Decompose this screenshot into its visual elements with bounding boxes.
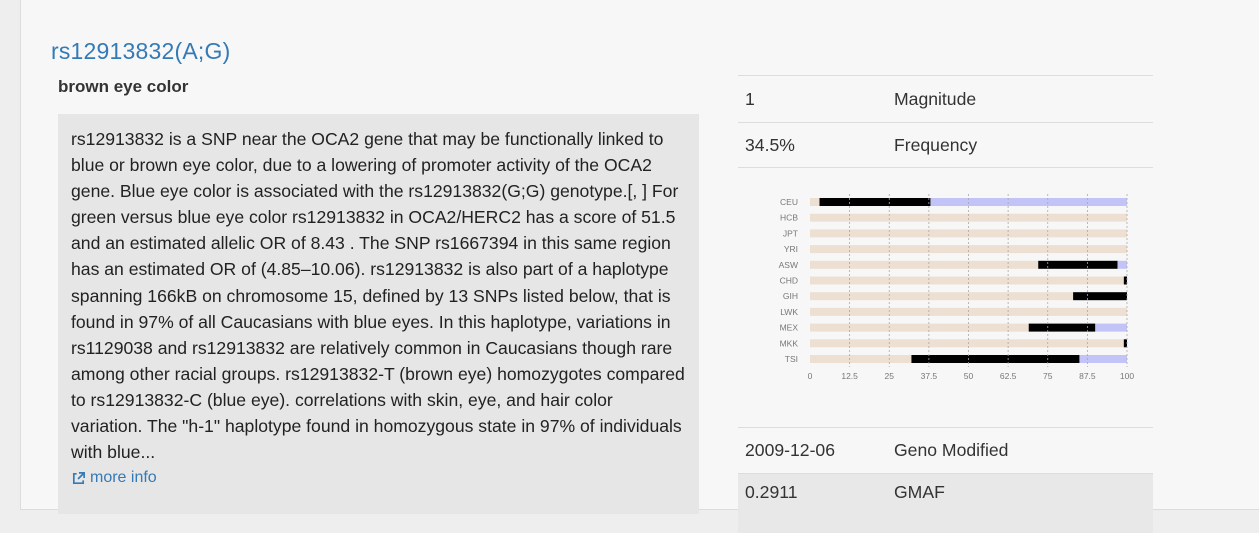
category-label-tsi: TSI — [785, 354, 798, 364]
gmaf-row: 0.2911 GMAF — [738, 473, 1153, 533]
bar-yri-segment-0 — [810, 245, 1127, 254]
magnitude-row: 1 Magnitude — [738, 75, 1153, 122]
bar-asw-segment-0 — [810, 260, 1039, 269]
more-info-link[interactable]: more info — [71, 465, 157, 491]
bar-tsi-segment-2 — [1079, 355, 1127, 363]
bar-ceu-segment-1 — [819, 198, 931, 206]
gmaf-value: 0.2911 — [745, 482, 798, 502]
tick-label-5: 62.5 — [1000, 371, 1017, 381]
bar-ceu-segment-2 — [930, 198, 1127, 206]
bar-mex-segment-0 — [810, 323, 1029, 332]
frequency-value: 34.5% — [745, 134, 795, 155]
tick-label-3: 37.5 — [921, 371, 938, 381]
frequency-label: Frequency — [894, 134, 978, 155]
bar-gih-segment-1 — [1073, 292, 1127, 301]
tick-label-2: 25 — [885, 371, 895, 381]
category-label-mkk: MKK — [780, 338, 799, 348]
category-label-chd: CHD — [780, 276, 798, 286]
summary-box: rs12913832 is a SNP near the OCA2 gene t… — [58, 114, 699, 514]
category-label-yri: YRI — [784, 244, 798, 254]
category-label-hcb: HCB — [780, 213, 798, 223]
bar-tsi-segment-1 — [911, 355, 1080, 363]
summary-text: rs12913832 is a SNP near the OCA2 gene t… — [71, 129, 685, 463]
geno-modified-row: 2009-12-06 Geno Modified — [738, 427, 1153, 473]
tick-label-6: 75 — [1043, 371, 1053, 381]
geno-modified-value: 2009-12-06 — [745, 440, 835, 460]
bar-chd-segment-0 — [810, 276, 1124, 285]
bar-mkk-segment-1 — [1123, 339, 1127, 348]
external-link-icon — [72, 471, 85, 484]
magnitude-value: 1 — [745, 88, 755, 109]
category-label-ceu: CEU — [780, 197, 798, 207]
frequency-row: 34.5% Frequency — [738, 122, 1153, 168]
bar-mex-segment-1 — [1028, 323, 1096, 332]
bar-mkk-segment-0 — [810, 339, 1124, 348]
bar-gih-segment-0 — [810, 292, 1074, 301]
bar-asw-segment-1 — [1038, 260, 1118, 269]
geno-modified-label: Geno Modified — [894, 440, 1009, 460]
category-label-lwk: LWK — [780, 307, 798, 317]
snp-panel: rs12913832(A;G) brown eye color rs129138… — [20, 0, 1259, 533]
gmaf-label: GMAF — [894, 482, 945, 502]
magnitude-label: Magnitude — [894, 88, 977, 109]
bar-chd-segment-1 — [1123, 276, 1127, 285]
tick-label-8: 100 — [1120, 371, 1134, 381]
bar-tsi-segment-0 — [810, 355, 912, 363]
tick-label-1: 12.5 — [841, 371, 858, 381]
bar-asw-segment-2 — [1117, 260, 1127, 269]
tick-label-4: 50 — [964, 371, 974, 381]
population-chart: CEU HCB JPT YRI ASW CHD GIH LWK MEX MKK TSI 0 12.5 25… — [738, 168, 1153, 427]
tick-label-7: 87.5 — [1079, 371, 1096, 381]
category-label-jpt: JPT — [783, 228, 798, 238]
more-info-label: more info — [90, 469, 157, 487]
bar-jpt-segment-0 — [810, 229, 1127, 238]
population-chart-svg: CEU HCB JPT YRI ASW CHD GIH LWK MEX MKK TSI 0 12.5 25… — [779, 194, 1134, 381]
tick-label-0: 0 — [808, 371, 813, 381]
page-subtitle: brown eye color — [58, 77, 189, 96]
bar-hcb-segment-0 — [810, 213, 1127, 222]
bar-ceu-segment-0 — [810, 198, 820, 206]
info-table: 1 Magnitude 34.5% Frequency CEU HCB JPT YRI… — [738, 75, 1153, 533]
category-label-mex: MEX — [780, 323, 799, 333]
category-label-gih: GIH — [783, 291, 798, 301]
category-label-asw: ASW — [779, 260, 798, 270]
bar-mex-segment-2 — [1095, 323, 1127, 332]
page-title[interactable]: rs12913832(A;G) — [51, 38, 231, 64]
